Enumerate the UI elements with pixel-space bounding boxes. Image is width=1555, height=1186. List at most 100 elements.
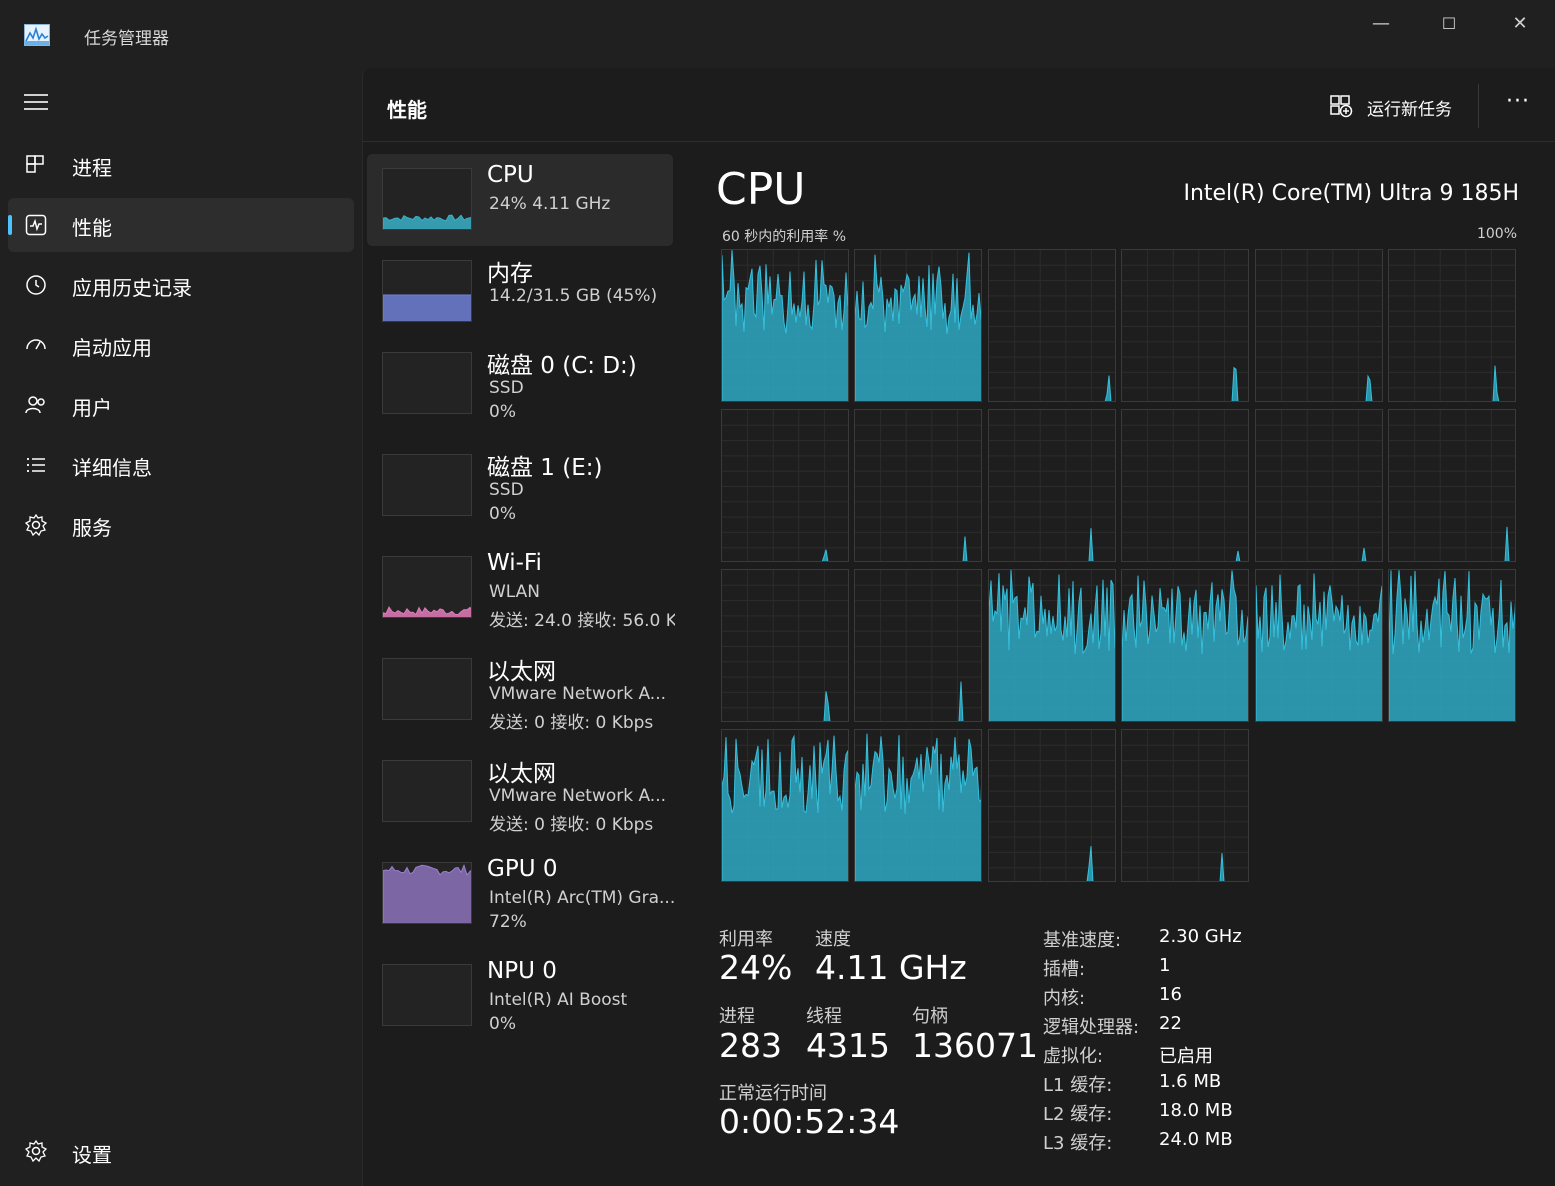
spec-value: 24.0 MB	[1159, 1129, 1233, 1150]
core-graph	[721, 569, 849, 722]
resource-name: GPU 0	[487, 856, 558, 882]
title-bar: 任务管理器 — ☐ ✕	[0, 0, 1555, 68]
core-graph	[854, 729, 983, 882]
resource-item[interactable]: 磁盘 1 (E:) SSD 0%	[367, 440, 673, 532]
processes-icon	[26, 155, 44, 173]
sidebar-item-settings[interactable]: 设置	[8, 1126, 354, 1176]
resource-detail: Intel(R) AI Boost	[489, 990, 628, 1010]
spec-key: L1 缓存:	[1043, 1075, 1113, 1096]
spec-value: 16	[1159, 984, 1182, 1005]
core-graph	[721, 409, 849, 562]
resource-name: 以太网	[487, 761, 556, 787]
spec-value: 18.0 MB	[1159, 1100, 1233, 1121]
utilization-max-label: 100%	[1476, 226, 1517, 242]
more-options-button[interactable]: ···	[1506, 89, 1530, 114]
core-graph	[987, 409, 1116, 562]
close-button[interactable]: ✕	[1512, 13, 1528, 34]
cpu-title: CPU	[716, 164, 806, 215]
details-icon	[27, 458, 45, 472]
resource-detail: 24% 4.11 GHz	[489, 194, 611, 214]
page-title: 性能	[387, 98, 427, 122]
performance-icon	[25, 214, 47, 236]
run-task-icon	[1330, 95, 1353, 118]
spec-value: 22	[1159, 1013, 1182, 1034]
sidebar-item-app-history[interactable]: 应用历史记录	[8, 258, 354, 312]
resource-value: 发送: 0 接收: 0 Kbps	[489, 815, 654, 835]
resource-name: Wi-Fi	[487, 550, 542, 576]
resource-detail: WLAN	[489, 582, 541, 602]
utilization-label: 利用率	[719, 929, 773, 950]
sidebar: 进程 性能 应用历史记录 启动应用 用户 详细信息 服务 设置	[0, 68, 362, 1186]
resource-name: 内存	[487, 261, 533, 287]
main-panel: 性能 运行新任务 ··· CPU 24% 4.11 GHz 内存 14.2/31.5 …	[362, 68, 1555, 1186]
speed-value: 4.11 GHz	[815, 948, 967, 987]
spec-key: 插槽:	[1043, 959, 1086, 980]
startup-icon	[26, 339, 46, 350]
core-graph	[721, 249, 849, 402]
users-icon	[25, 396, 45, 414]
resource-name: 以太网	[487, 659, 556, 685]
processes-label: 进程	[719, 1006, 755, 1027]
sidebar-item-services[interactable]: 服务	[8, 498, 354, 552]
resource-thumbnail-graph	[382, 862, 472, 924]
resource-detail: VMware Network A...	[489, 684, 667, 704]
core-graph	[854, 409, 983, 562]
minimize-button[interactable]: —	[1372, 13, 1390, 34]
sidebar-item-performance[interactable]: 性能	[8, 198, 354, 252]
sidebar-item-startup[interactable]: 启动应用	[8, 318, 354, 372]
spec-key: 内核:	[1043, 988, 1086, 1009]
resource-thumbnail-graph	[382, 658, 472, 720]
resource-item[interactable]: CPU 24% 4.11 GHz	[367, 154, 673, 246]
sidebar-item-details[interactable]: 详细信息	[8, 438, 354, 492]
resource-item[interactable]: 以太网 VMware Network A... 发送: 0 接收: 0 Kbps	[367, 746, 673, 838]
sidebar-item-label: 用户	[72, 396, 112, 420]
spec-value: 已启用	[1159, 1046, 1213, 1067]
sidebar-item-label: 进程	[72, 156, 112, 180]
resource-thumbnail-graph	[382, 760, 472, 822]
run-task-label: 运行新任务	[1367, 100, 1452, 120]
resource-thumbnail-graph	[382, 964, 472, 1026]
resource-detail: VMware Network A...	[489, 786, 667, 806]
resource-value: 0%	[489, 402, 516, 422]
services-icon	[24, 513, 48, 537]
maximize-button[interactable]: ☐	[1441, 14, 1457, 33]
window-title: 任务管理器	[84, 29, 169, 49]
sidebar-item-label: 详细信息	[72, 456, 152, 480]
resource-thumbnail-graph	[382, 352, 472, 414]
hamburger-menu-icon[interactable]	[24, 94, 48, 114]
sidebar-item-label: 启动应用	[72, 336, 152, 360]
core-graph	[987, 249, 1116, 402]
resource-item[interactable]: 以太网 VMware Network A... 发送: 0 接收: 0 Kbps	[367, 644, 673, 736]
resource-value: 发送: 24.0 接收: 56.0 K	[489, 611, 675, 631]
core-graph	[1121, 729, 1250, 882]
spec-value: 1.6 MB	[1159, 1071, 1222, 1092]
core-graph	[1254, 249, 1383, 402]
resource-detail: Intel(R) Arc(TM) Gra...	[489, 888, 675, 908]
resource-name: CPU	[487, 162, 534, 188]
threads-value: 4315	[806, 1026, 890, 1065]
resource-value: 0%	[489, 504, 516, 524]
resource-detail: 14.2/31.5 GB (45%)	[489, 286, 658, 306]
resource-item[interactable]: GPU 0 Intel(R) Arc(TM) Gra... 72%	[367, 848, 675, 940]
resource-value: 0%	[489, 1014, 516, 1034]
sidebar-item-label: 性能	[72, 216, 112, 240]
core-graph-grid	[721, 249, 1518, 885]
spec-value: 1	[1159, 955, 1171, 976]
utilization-graph-label: 60 秒内的利用率 %	[722, 229, 847, 245]
resource-item[interactable]: 磁盘 0 (C: D:) SSD 0%	[367, 338, 673, 430]
spec-key: 逻辑处理器:	[1043, 1017, 1140, 1038]
sidebar-item-processes[interactable]: 进程	[8, 138, 354, 192]
sidebar-item-users[interactable]: 用户	[8, 378, 354, 432]
threads-label: 线程	[806, 1006, 842, 1027]
resource-thumbnail-graph	[382, 260, 472, 322]
active-indicator	[8, 215, 12, 235]
resource-item[interactable]: 内存 14.2/31.5 GB (45%)	[367, 246, 673, 338]
resource-thumbnail-graph	[382, 556, 472, 618]
resource-value: 72%	[489, 912, 527, 932]
resource-item[interactable]: NPU 0 Intel(R) AI Boost 0%	[367, 950, 673, 1042]
settings-label: 设置	[72, 1143, 112, 1167]
uptime-label: 正常运行时间	[719, 1083, 827, 1104]
resource-detail: SSD	[489, 378, 524, 398]
core-graph	[1121, 249, 1250, 402]
resource-item[interactable]: Wi-Fi WLAN 发送: 24.0 接收: 56.0 K	[367, 542, 675, 634]
